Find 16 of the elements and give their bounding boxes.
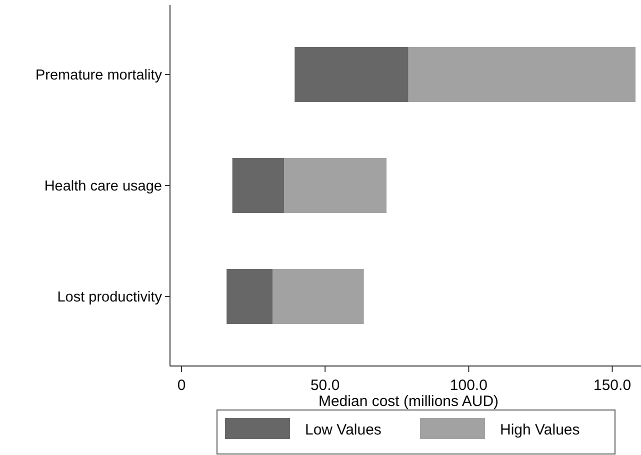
y-tick-label: Premature mortality (35, 68, 163, 84)
x-tick-label: 0 (177, 377, 186, 394)
x-tick-label: 100.0 (450, 377, 488, 394)
bar (232, 158, 284, 213)
x-tick-label: 50.0 (310, 377, 340, 394)
bar (226, 269, 273, 324)
bar (284, 158, 387, 213)
bar (408, 46, 636, 102)
x-tick-label: 150.0 (594, 377, 632, 394)
bar (294, 46, 408, 102)
x-axis-title: Median cost (millions AUD) (318, 393, 499, 410)
legend-label: High Values (500, 421, 580, 438)
y-tick-label: Health care usage (44, 178, 162, 195)
bar (272, 269, 364, 324)
legend-label: Low Values (305, 421, 382, 438)
y-tick-label: Lost productivity (57, 290, 163, 306)
